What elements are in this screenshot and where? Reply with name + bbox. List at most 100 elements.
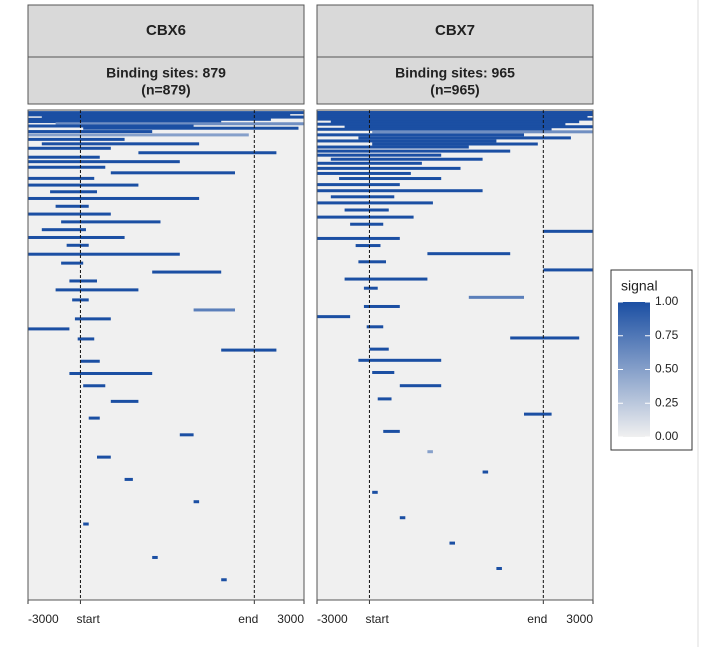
signal-segment xyxy=(28,235,125,239)
signal-segment xyxy=(55,204,89,208)
signal-segment xyxy=(110,399,139,403)
signal-segment xyxy=(69,372,153,376)
signal-segment xyxy=(317,236,400,240)
signal-segment xyxy=(358,260,386,264)
signal-segment xyxy=(317,145,469,149)
signal-segment xyxy=(179,433,194,437)
signal-segment xyxy=(66,243,89,247)
signal-segment xyxy=(377,397,392,401)
signal-segment xyxy=(317,189,483,193)
signal-segment xyxy=(317,111,593,115)
signal-segment xyxy=(510,336,580,340)
signal-segment xyxy=(355,244,381,248)
signal-segment xyxy=(363,304,400,308)
signal-segment xyxy=(72,298,89,302)
signal-segment xyxy=(88,416,100,420)
signal-segment xyxy=(344,208,389,212)
signal-segment xyxy=(372,142,538,146)
x-tick-label: end xyxy=(527,612,547,626)
signal-segment xyxy=(83,126,299,130)
signal-segment xyxy=(124,477,133,481)
signal-segment xyxy=(28,133,249,137)
x-tick-label: 3000 xyxy=(277,612,304,626)
signal-segment xyxy=(482,470,489,474)
signal-segment xyxy=(28,124,194,128)
signal-segment xyxy=(221,348,277,352)
signal-segment xyxy=(41,228,86,232)
x-tick-label: start xyxy=(76,612,100,626)
signal-segment xyxy=(330,157,483,161)
signal-segment xyxy=(330,195,395,199)
x-tick-label: end xyxy=(238,612,258,626)
signal-segment xyxy=(427,252,511,256)
signal-segment xyxy=(97,455,111,459)
legend-tick-label: 0.50 xyxy=(655,362,679,376)
signal-segment xyxy=(317,115,588,119)
signal-segment xyxy=(28,196,200,200)
colorbar xyxy=(618,302,650,437)
signal-segment xyxy=(28,212,111,216)
signal-segment xyxy=(317,315,351,319)
signal-segment xyxy=(317,117,593,121)
signal-segment xyxy=(61,220,161,224)
signal-segment xyxy=(28,117,271,121)
signal-segment xyxy=(363,286,378,290)
signal-segment xyxy=(372,130,593,134)
legend-tick-label: 0.00 xyxy=(655,429,679,443)
signal-segment xyxy=(110,171,235,175)
plot-frame xyxy=(316,109,594,601)
signal-segment xyxy=(138,151,277,155)
signal-segment xyxy=(69,279,97,283)
signal-segment xyxy=(28,137,125,141)
signal-segment xyxy=(77,337,95,341)
signal-segment xyxy=(152,555,158,559)
x-tick-label: -3000 xyxy=(28,612,59,626)
signal-segment xyxy=(193,500,200,504)
panel-title: CBX6 xyxy=(146,22,186,39)
signal-segment xyxy=(358,136,571,140)
strip xyxy=(27,56,305,105)
signal-segment xyxy=(317,161,422,165)
signal-segment xyxy=(152,270,222,274)
signal-segment xyxy=(369,347,389,351)
legend-tick-label: 0.75 xyxy=(655,328,679,342)
signal-segment xyxy=(74,317,111,321)
signal-segment xyxy=(496,566,502,570)
signal-segment xyxy=(468,295,524,299)
x-tick-label: -3000 xyxy=(317,612,348,626)
signal-segment xyxy=(83,384,106,388)
signal-segment xyxy=(55,122,304,126)
signal-segment xyxy=(317,171,411,175)
signal-segment xyxy=(28,252,180,256)
signal-segment xyxy=(28,146,111,150)
signal-segment xyxy=(524,412,552,416)
signal-segment xyxy=(372,370,395,374)
signal-segment xyxy=(344,125,593,129)
strip xyxy=(316,4,594,58)
signal-segment xyxy=(317,201,433,205)
signal-segment xyxy=(28,111,304,115)
signal-segment xyxy=(366,325,384,329)
signal-segment xyxy=(358,358,442,362)
signal-segment xyxy=(193,308,235,312)
signal-segment xyxy=(543,268,593,272)
signal-segment xyxy=(28,160,180,164)
legend-tick-label: 1.00 xyxy=(655,294,679,308)
signal-segment xyxy=(399,384,442,388)
signal-segment xyxy=(344,277,428,281)
signal-segment xyxy=(41,115,305,119)
panel-title: CBX7 xyxy=(435,22,475,39)
signal-segment xyxy=(28,120,222,124)
signal-segment xyxy=(427,450,433,454)
signal-segment xyxy=(28,155,100,159)
signal-segment xyxy=(55,288,139,292)
signal-segment xyxy=(317,127,552,131)
signal-segment xyxy=(80,359,100,363)
strip xyxy=(316,56,594,105)
signal-segment xyxy=(330,120,580,124)
x-tick-label: 3000 xyxy=(566,612,593,626)
signal-segment xyxy=(28,176,95,180)
signal-segment xyxy=(543,229,593,233)
